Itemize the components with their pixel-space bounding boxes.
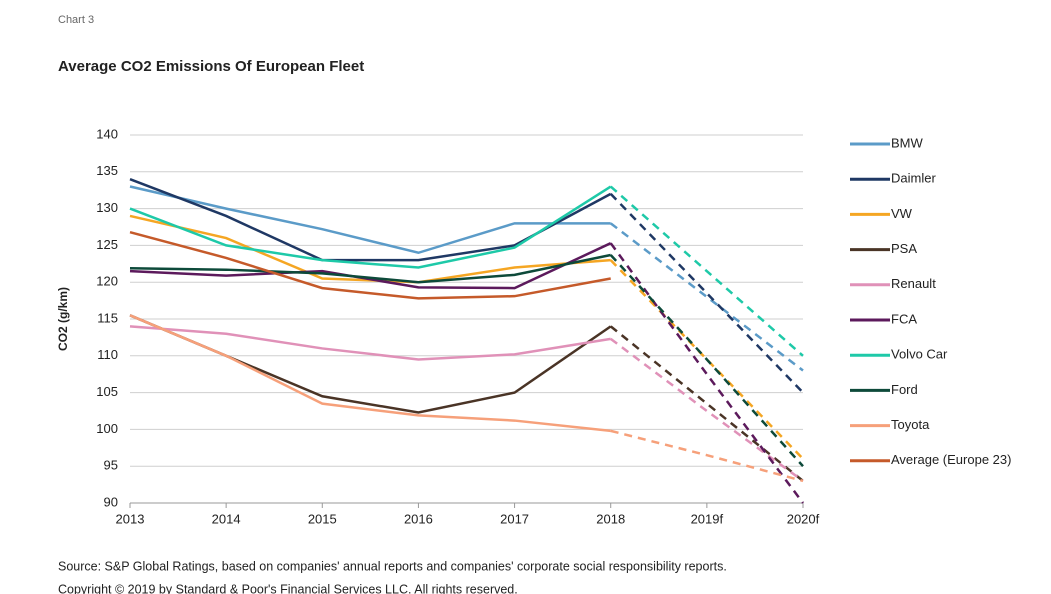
legend-label: Renault: [891, 276, 936, 291]
legend-label: VW: [891, 206, 913, 221]
line: [129, 185, 611, 255]
forecast-line: [609, 325, 804, 482]
line: [129, 242, 612, 290]
legend-label: Ford: [891, 382, 918, 397]
x-tick-label: 2014: [212, 511, 241, 526]
line: [129, 253, 611, 284]
line: [129, 214, 611, 284]
legend-label: Daimler: [891, 171, 936, 186]
y-tick-label: 135: [96, 163, 118, 178]
y-tick-label: 105: [96, 384, 118, 399]
line: [129, 185, 612, 269]
x-tick-label: 2020f: [787, 511, 820, 526]
copyright-note: Copyright © 2019 by Standard & Poor's Fi…: [58, 582, 518, 594]
forecast-line: [610, 429, 804, 483]
source-note: Source: S&P Global Ratings, based on com…: [58, 559, 727, 573]
y-tick-label: 95: [104, 458, 118, 473]
y-tick-label: 130: [96, 200, 118, 215]
x-tick-label: 2015: [308, 511, 337, 526]
x-tick-label: 2019f: [691, 511, 724, 526]
line: [129, 230, 611, 300]
y-tick-label: 100: [96, 421, 118, 436]
y-tick-label: 115: [97, 310, 118, 325]
forecast-line: [609, 222, 804, 372]
line: [129, 314, 611, 433]
chart-label: Chart 3: [58, 14, 94, 26]
y-tick-label: 140: [96, 126, 118, 141]
forecast-line: [609, 254, 804, 468]
legend-label: Volvo Car: [891, 347, 948, 362]
y-tick-label: 125: [96, 237, 118, 252]
x-tick-label: 2013: [116, 511, 145, 526]
line: [129, 325, 611, 361]
line: [129, 177, 612, 262]
y-tick-label: 120: [96, 274, 118, 289]
x-tick-label: 2018: [596, 511, 625, 526]
legend-label: Average (Europe 23): [891, 452, 1011, 467]
y-tick-label: 110: [97, 347, 118, 362]
legend-label: BMW: [891, 135, 924, 150]
y-axis-label: CO2 (g/km): [56, 287, 70, 351]
legend-label: PSA: [891, 241, 917, 256]
chart-title: Average CO2 Emissions Of European Fleet: [58, 58, 364, 75]
forecast-line: [609, 193, 804, 394]
y-tick-label: 90: [104, 494, 118, 509]
legend-label: FCA: [891, 311, 917, 326]
x-tick-label: 2017: [500, 511, 529, 526]
forecast-line: [609, 185, 804, 357]
x-tick-label: 2016: [404, 511, 433, 526]
forecast-line: [609, 242, 805, 504]
forecast-line: [609, 337, 804, 482]
line: [129, 314, 612, 414]
legend-label: Toyota: [891, 417, 930, 432]
forecast-line: [609, 259, 804, 460]
